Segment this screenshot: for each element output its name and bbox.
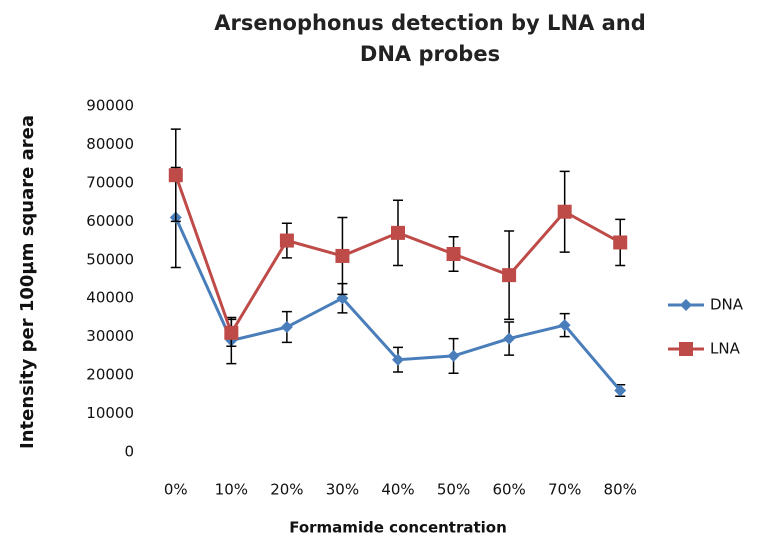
marker xyxy=(503,332,516,345)
x-tick-label: 60% xyxy=(492,481,525,499)
y-tick-label: 20000 xyxy=(86,366,134,384)
marker xyxy=(392,353,404,366)
x-tick-label: 0% xyxy=(164,481,188,499)
legend-label: DNA xyxy=(710,296,744,314)
y-tick-label: 90000 xyxy=(86,97,134,115)
y-tick-label: 60000 xyxy=(86,212,134,230)
y-tick-label: 80000 xyxy=(86,135,134,153)
y-tick-label: 40000 xyxy=(86,289,134,307)
marker xyxy=(336,292,349,305)
marker xyxy=(557,204,572,219)
y-tick-label: 70000 xyxy=(86,173,134,191)
marker xyxy=(447,349,460,362)
legend-marker xyxy=(680,299,692,311)
x-tick-label: 10% xyxy=(215,481,248,499)
marker xyxy=(224,325,239,340)
x-tick-label: 70% xyxy=(548,481,581,499)
x-tick-label: 30% xyxy=(326,481,359,499)
x-tick-label: 40% xyxy=(381,481,414,499)
y-axis-label: Intensity per 100µm square area xyxy=(17,115,38,449)
legend-marker xyxy=(679,342,693,356)
x-tick-label: 80% xyxy=(604,481,637,499)
marker xyxy=(279,233,294,248)
x-axis-label: Formamide concentration xyxy=(289,519,507,537)
chart-title: Arsenophonus detection by LNA and DNA pr… xyxy=(214,11,646,66)
x-tick-label: 20% xyxy=(270,481,303,499)
marker xyxy=(391,225,405,240)
marker xyxy=(613,235,628,250)
x-tick-label: 50% xyxy=(437,481,470,499)
marker xyxy=(168,168,183,183)
y-tick-label: 30000 xyxy=(86,327,134,345)
legend-label: LNA xyxy=(710,340,741,358)
marker xyxy=(614,384,627,397)
marker xyxy=(335,248,350,263)
marker xyxy=(280,321,293,334)
marker xyxy=(502,268,517,283)
marker xyxy=(558,319,571,332)
y-tick-label: 50000 xyxy=(86,250,134,268)
y-tick-label: 0 xyxy=(124,443,134,461)
marker xyxy=(446,247,461,262)
y-tick-label: 10000 xyxy=(86,404,134,422)
